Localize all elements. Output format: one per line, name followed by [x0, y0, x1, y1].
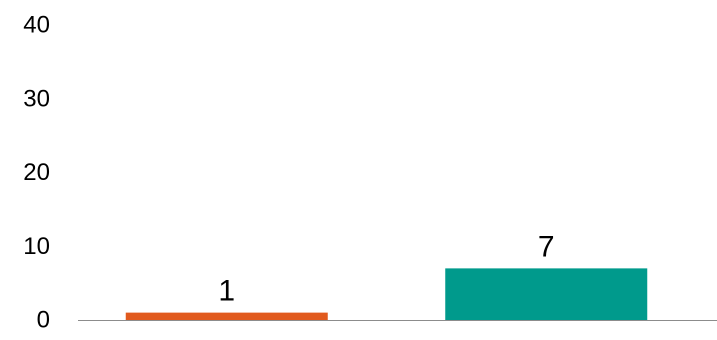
bar — [125, 312, 328, 320]
y-tick-label: 10 — [23, 233, 50, 260]
bar-data-label: 1 — [218, 275, 235, 308]
data-labels: 17 — [218, 230, 554, 307]
y-tick-label: 40 — [23, 12, 50, 39]
y-axis-tick-labels: 0 10 20 30 40 — [23, 12, 50, 334]
y-tick-label: 0 — [37, 307, 50, 334]
y-tick-label: 30 — [23, 85, 50, 112]
bar-series — [125, 268, 648, 320]
y-tick-label: 20 — [23, 159, 50, 186]
bar-data-label: 7 — [538, 230, 555, 263]
bar — [445, 268, 648, 320]
